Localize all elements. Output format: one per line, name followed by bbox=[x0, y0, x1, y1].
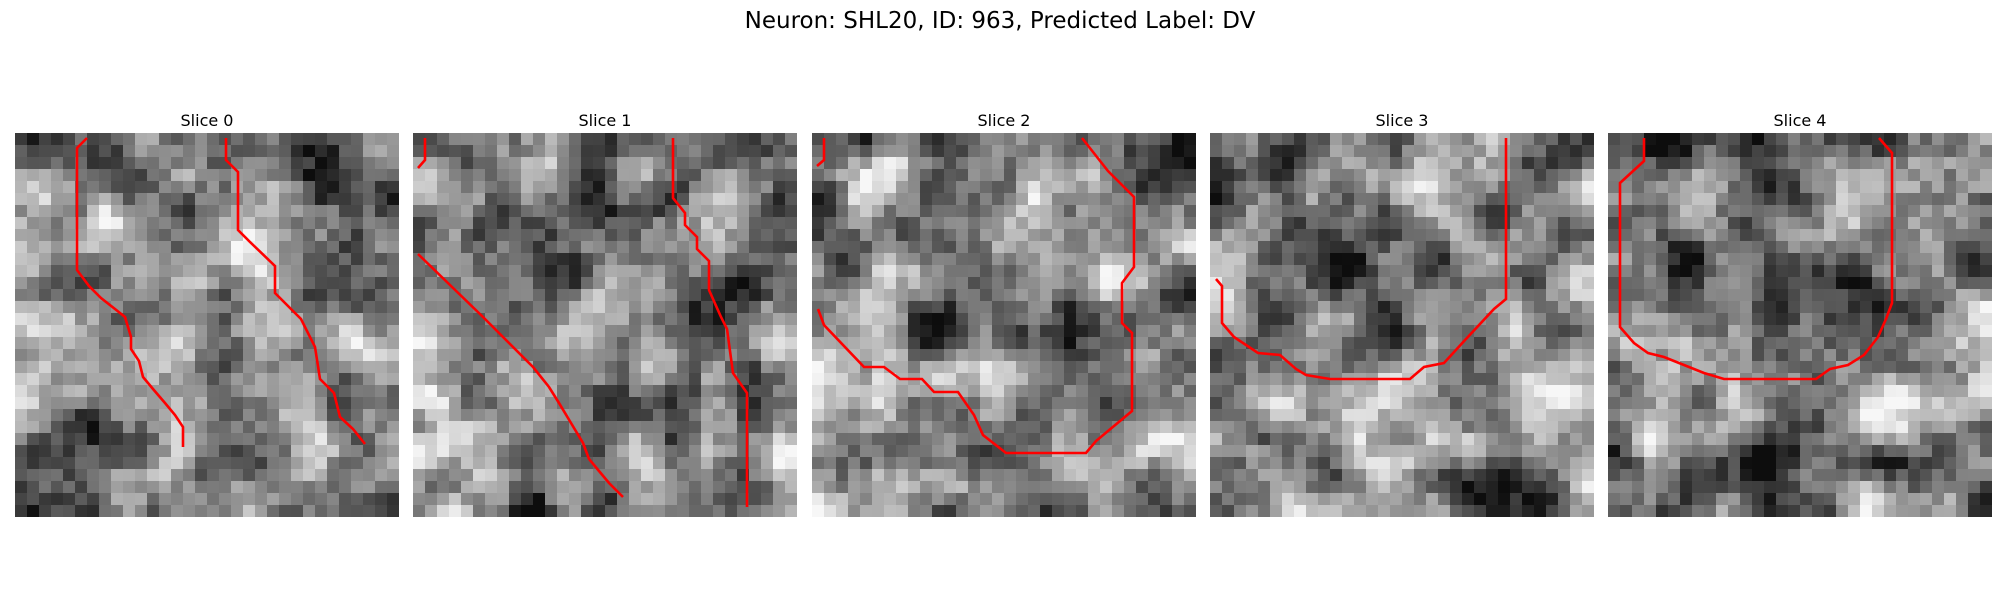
slice-title-0: Slice 0 bbox=[15, 109, 399, 133]
slice-image-1 bbox=[413, 133, 797, 517]
segmentation-contour bbox=[418, 254, 623, 497]
segmentation-contour bbox=[418, 138, 425, 168]
slice-panel-3: Slice 3 bbox=[1210, 109, 1594, 517]
slice-panel-1: Slice 1 bbox=[413, 109, 797, 517]
slice-image-4 bbox=[1608, 133, 1992, 517]
slice-panel-0: Slice 0 bbox=[15, 109, 399, 517]
slice-panel-2: Slice 2 bbox=[812, 109, 1196, 517]
segmentation-contour bbox=[77, 138, 183, 447]
slice-title-1: Slice 1 bbox=[413, 109, 797, 133]
segmentation-overlay-3 bbox=[1210, 133, 1594, 517]
segmentation-overlay-2 bbox=[812, 133, 1196, 517]
slice-title-2: Slice 2 bbox=[812, 109, 1196, 133]
segmentation-contour bbox=[818, 138, 1134, 453]
slice-image-3 bbox=[1210, 133, 1594, 517]
segmentation-contour bbox=[1216, 138, 1506, 379]
segmentation-overlay-0 bbox=[15, 133, 399, 517]
segmentation-contour bbox=[226, 138, 365, 444]
segmentation-contour bbox=[673, 138, 747, 507]
slice-image-2 bbox=[812, 133, 1196, 517]
slice-panel-4: Slice 4 bbox=[1608, 109, 1992, 517]
slice-image-0 bbox=[15, 133, 399, 517]
segmentation-contour bbox=[1620, 138, 1892, 379]
figure-title: Neuron: SHL20, ID: 963, Predicted Label:… bbox=[0, 8, 2000, 34]
segmentation-contour bbox=[817, 138, 824, 166]
segmentation-overlay-4 bbox=[1608, 133, 1992, 517]
slice-title-3: Slice 3 bbox=[1210, 109, 1594, 133]
segmentation-overlay-1 bbox=[413, 133, 797, 517]
slice-title-4: Slice 4 bbox=[1608, 109, 1992, 133]
